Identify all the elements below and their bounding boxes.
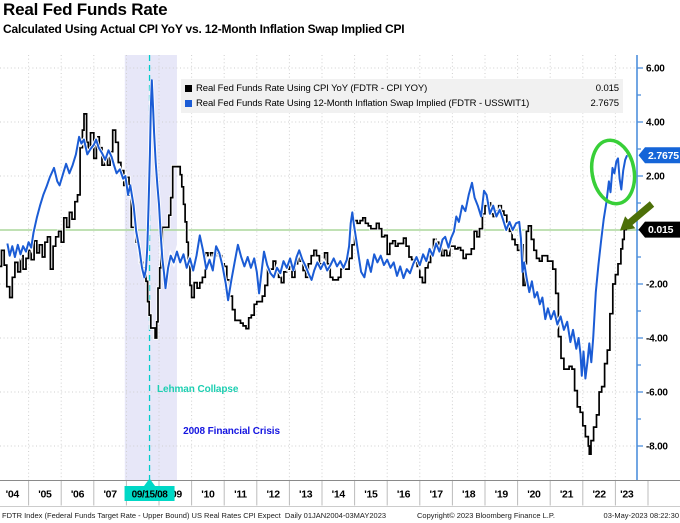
year-separators (28, 481, 649, 506)
legend-row-swap: Real Fed Funds Rate Using 12-Month Infla… (185, 96, 619, 111)
x-year-label: '22 (592, 489, 606, 501)
y-axis-label: -2.00 (646, 280, 668, 291)
highlight-ellipse (589, 138, 637, 206)
footer-security-info: FDTR Index (Federal Funds Target Rate - … (2, 511, 387, 520)
event-date-tag-label: 09/15/08 (132, 490, 169, 501)
x-year-label: '04 (6, 489, 20, 501)
legend-value-cpi: 0.015 (595, 83, 619, 94)
x-year-label: '05 (38, 489, 52, 501)
footer: FDTR Index (Federal Funds Target Rate - … (0, 509, 680, 523)
blue-series-swatch-icon (185, 100, 192, 107)
x-year-label: '13 (299, 489, 313, 501)
y-axis-label: -4.00 (646, 334, 668, 345)
x-year-label: '21 (560, 489, 574, 501)
x-year-label: '18 (462, 489, 476, 501)
page-subtitle: Calculated Using Actual CPI YoY vs. 12-M… (3, 22, 405, 36)
lehman-annotation: Lehman Collapse (157, 384, 239, 395)
x-year-label: '19 (495, 489, 509, 501)
annotation-arrow-icon (620, 201, 655, 231)
last-value-badge-label: 0.015 (648, 224, 674, 236)
footer-timestamp: 03-May-2023 08:22:30 (603, 511, 679, 520)
x-year-label: '14 (332, 489, 346, 501)
y-axis-label: 4.00 (646, 118, 665, 129)
y-axis-label: -6.00 (646, 388, 668, 399)
x-year-label: '20 (527, 489, 541, 501)
legend-label-cpi: Real Fed Funds Rate Using CPI YoY (FDTR … (196, 83, 428, 94)
last-value-badge-black (638, 221, 680, 238)
financial-crisis-annotation: 2008 Financial Crisis (183, 426, 280, 437)
legend-row-cpi: Real Fed Funds Rate Using CPI YoY (FDTR … (185, 81, 619, 96)
page-title: Real Fed Funds Rate (3, 0, 168, 19)
y-axis-ticks (637, 67, 643, 447)
x-year-label: '10 (201, 489, 215, 501)
last-value-badge-blue (638, 147, 680, 164)
event-date-tag (124, 486, 175, 501)
y-axis-label: -8.00 (646, 442, 668, 453)
x-year-label: '12 (266, 489, 280, 501)
black-series-line (0, 113, 628, 455)
x-year-label: '07 (103, 489, 117, 501)
legend: Real Fed Funds Rate Using CPI YoY (FDTR … (181, 79, 623, 113)
event-date-marker-icon (144, 478, 156, 486)
footer-copyright: Copyright© 2023 Bloomberg Finance L.P. (417, 511, 555, 520)
legend-value-swap: 2.7675 (590, 98, 620, 109)
y-axis-label: 6.00 (646, 64, 665, 75)
last-value-badge-label: 2.7675 (648, 150, 679, 162)
x-year-label: '17 (429, 489, 443, 501)
black-series-swatch-icon (185, 85, 192, 92)
x-year-label: '06 (71, 489, 85, 501)
x-year-label: '23 (620, 489, 634, 501)
blue-series-line (6, 79, 629, 380)
x-year-label: '15 (364, 489, 378, 501)
legend-label-swap: Real Fed Funds Rate Using 12-Month Infla… (196, 98, 530, 109)
y-axis-label: 2.00 (646, 172, 665, 183)
x-year-label: '11 (234, 489, 247, 501)
x-year-label: '16 (397, 489, 411, 501)
